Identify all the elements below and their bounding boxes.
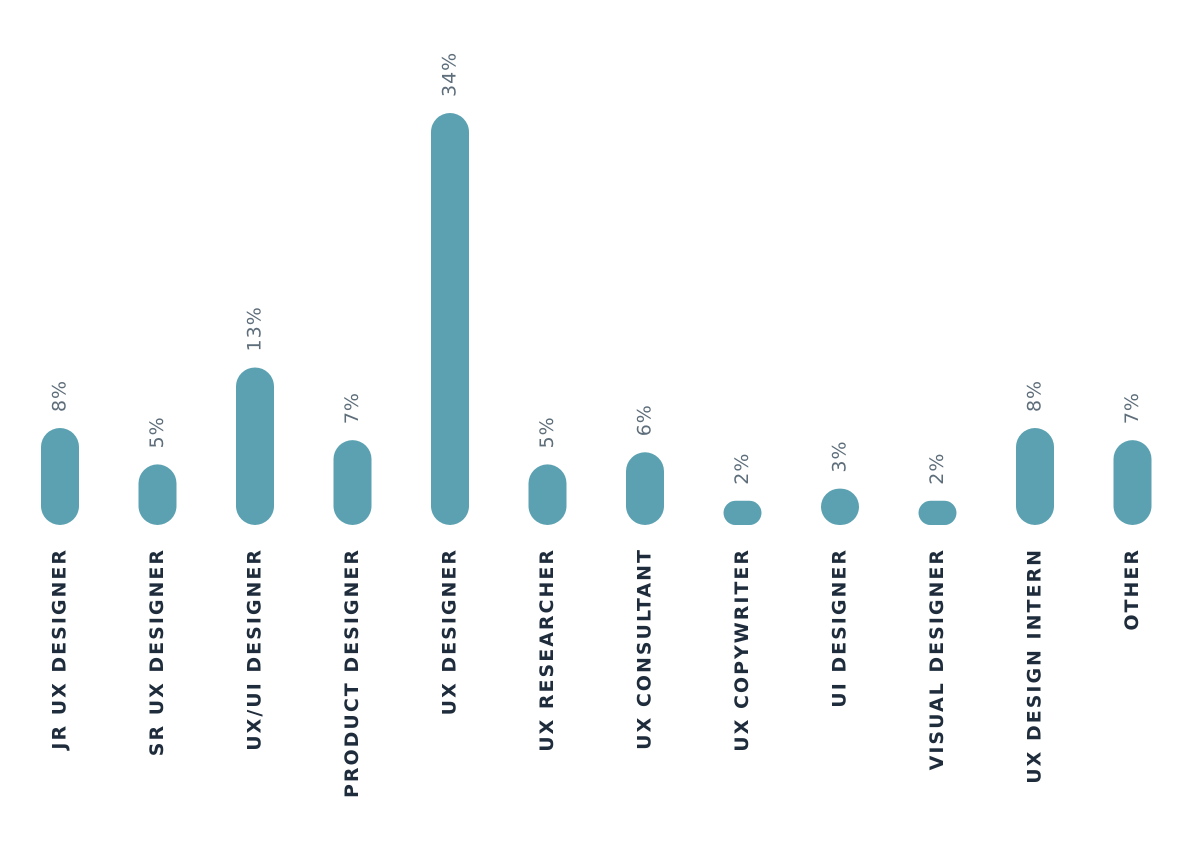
value-label: 6%	[634, 404, 656, 436]
bar	[236, 367, 274, 525]
x-tick-label: JR UX DESIGNER	[49, 548, 71, 752]
bar	[138, 464, 177, 525]
value-label: 34%	[439, 52, 461, 97]
x-tick-label: UI DESIGNER	[829, 548, 851, 708]
x-tick-label: UX CONSULTANT	[634, 548, 656, 750]
value-label: 3%	[829, 440, 851, 472]
bar	[626, 452, 664, 525]
x-tick-label: UX DESIGN INTERN	[1024, 548, 1046, 784]
bar	[431, 113, 469, 525]
value-label: 7%	[1121, 392, 1143, 424]
value-label: 5%	[146, 416, 168, 448]
bar	[918, 500, 957, 525]
value-label: 8%	[1024, 380, 1046, 412]
bar	[333, 440, 372, 525]
x-tick-label: UX DESIGNER	[439, 548, 461, 715]
value-label: 8%	[49, 380, 71, 412]
x-tick-label: UX COPYWRITER	[731, 548, 753, 752]
bar	[723, 500, 762, 525]
value-label: 2%	[731, 453, 753, 485]
value-label: 5%	[536, 416, 558, 448]
x-tick-label: PRODUCT DESIGNER	[341, 548, 363, 798]
bar	[1016, 428, 1054, 525]
value-label: 2%	[926, 453, 948, 485]
bar	[528, 464, 567, 525]
x-tick-label: UX/UI DESIGNER	[244, 548, 266, 751]
x-tick-label: VISUAL DESIGNER	[926, 548, 948, 770]
x-tick-label: OTHER	[1121, 548, 1143, 631]
bar	[41, 428, 79, 525]
bar	[821, 488, 859, 525]
bar	[1113, 440, 1152, 525]
value-label: 7%	[341, 392, 363, 424]
x-tick-label: SR UX DESIGNER	[146, 548, 168, 756]
x-tick-label: UX RESEARCHER	[536, 548, 558, 752]
value-label: 13%	[244, 306, 266, 351]
